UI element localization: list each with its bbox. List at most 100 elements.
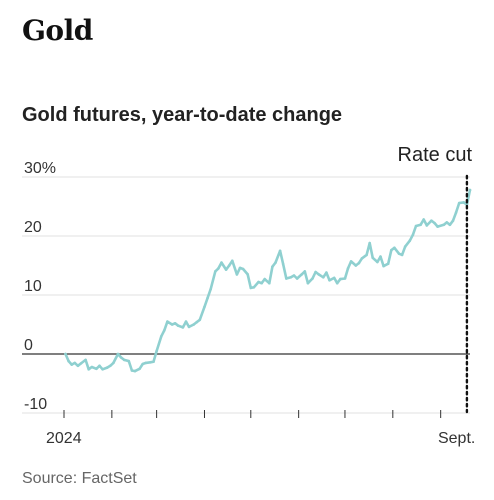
data-point (314, 270, 317, 274)
data-point (274, 261, 277, 264)
data-point (322, 276, 325, 279)
data-point (368, 241, 372, 245)
data-point (173, 322, 177, 325)
data-point (414, 224, 418, 228)
data-point (133, 369, 137, 373)
gridlines (22, 176, 470, 414)
data-point (238, 266, 242, 270)
x-tick-label: 2024 (46, 430, 82, 447)
data-point (403, 245, 407, 248)
data-point (90, 365, 94, 369)
y-tick-label: 30% (24, 160, 56, 177)
data-point (257, 280, 260, 284)
data-point (203, 305, 206, 309)
data-point (462, 201, 466, 204)
data-point (144, 361, 148, 365)
data-point (454, 211, 458, 214)
data-point (198, 318, 202, 322)
data-point (206, 296, 209, 300)
data-point (357, 261, 361, 265)
data-point (397, 252, 401, 255)
data-point (155, 349, 158, 353)
data-point (252, 286, 256, 289)
data-point (433, 221, 436, 225)
data-point (105, 366, 109, 369)
data-point (152, 360, 155, 364)
data-point (408, 239, 412, 242)
data-point (235, 273, 239, 276)
data-point (422, 218, 426, 221)
data-point (163, 329, 166, 332)
data-point (411, 233, 415, 237)
data-point (281, 263, 285, 266)
data-point (214, 270, 217, 273)
source-note: Source: FactSet (22, 470, 137, 487)
page-title: Gold (22, 14, 93, 47)
chart-title: Gold futures, year-to-date change (22, 104, 343, 126)
y-tick-label: -10 (24, 396, 47, 413)
data-point (325, 271, 328, 274)
data-point (360, 257, 364, 260)
data-point (192, 323, 195, 326)
data-point (430, 219, 433, 222)
data-point (184, 320, 188, 323)
data-point (260, 281, 263, 285)
data-point (130, 369, 134, 372)
data-point (149, 361, 152, 364)
data-point (249, 286, 253, 290)
data-point (303, 270, 307, 273)
data-point (138, 367, 141, 371)
data-point (425, 224, 429, 227)
x-tick-label: Sept. (438, 430, 475, 447)
data-point (317, 273, 321, 276)
data-point (278, 249, 282, 253)
data-point (181, 326, 185, 329)
data-point (390, 248, 393, 252)
data-point (285, 277, 288, 280)
data-point (349, 260, 353, 263)
data-point (328, 279, 331, 282)
data-point (365, 253, 368, 257)
data-point (371, 256, 375, 260)
data-point (116, 352, 120, 356)
data-point (176, 324, 180, 328)
data-point (98, 364, 101, 368)
data-point (354, 264, 358, 267)
data-point (339, 277, 342, 281)
data-point (271, 265, 274, 269)
data-point (400, 253, 404, 257)
data-point (268, 281, 271, 285)
data-point (101, 368, 104, 371)
data-point (64, 352, 67, 356)
data-point (87, 368, 90, 371)
y-tick-label: 20 (24, 219, 42, 236)
data-point (457, 201, 461, 205)
data-point (335, 281, 339, 285)
data-point (468, 188, 472, 192)
data-point (76, 364, 80, 368)
data-point (79, 362, 83, 365)
data-point (376, 260, 379, 264)
data-point (187, 325, 191, 329)
y-axis-ticks: 30% 20 10 0 -10 (24, 160, 56, 413)
data-point (112, 361, 115, 365)
data-point (263, 277, 267, 281)
data-point (231, 259, 234, 263)
data-point (67, 359, 70, 363)
annotations: Rate cut (398, 144, 473, 414)
data-point (195, 320, 199, 324)
data-point (295, 277, 299, 280)
rate-cut-label: Rate cut (398, 144, 473, 166)
y-tick-label: 0 (24, 337, 33, 354)
data-point (170, 323, 174, 326)
data-point (300, 273, 304, 276)
data-point (386, 262, 390, 266)
series-line-layer (64, 188, 472, 373)
data-point (306, 281, 310, 285)
data-point (160, 335, 163, 338)
data-point (343, 277, 347, 280)
data-point (445, 221, 449, 224)
data-point (122, 358, 126, 362)
data-point (382, 264, 385, 268)
